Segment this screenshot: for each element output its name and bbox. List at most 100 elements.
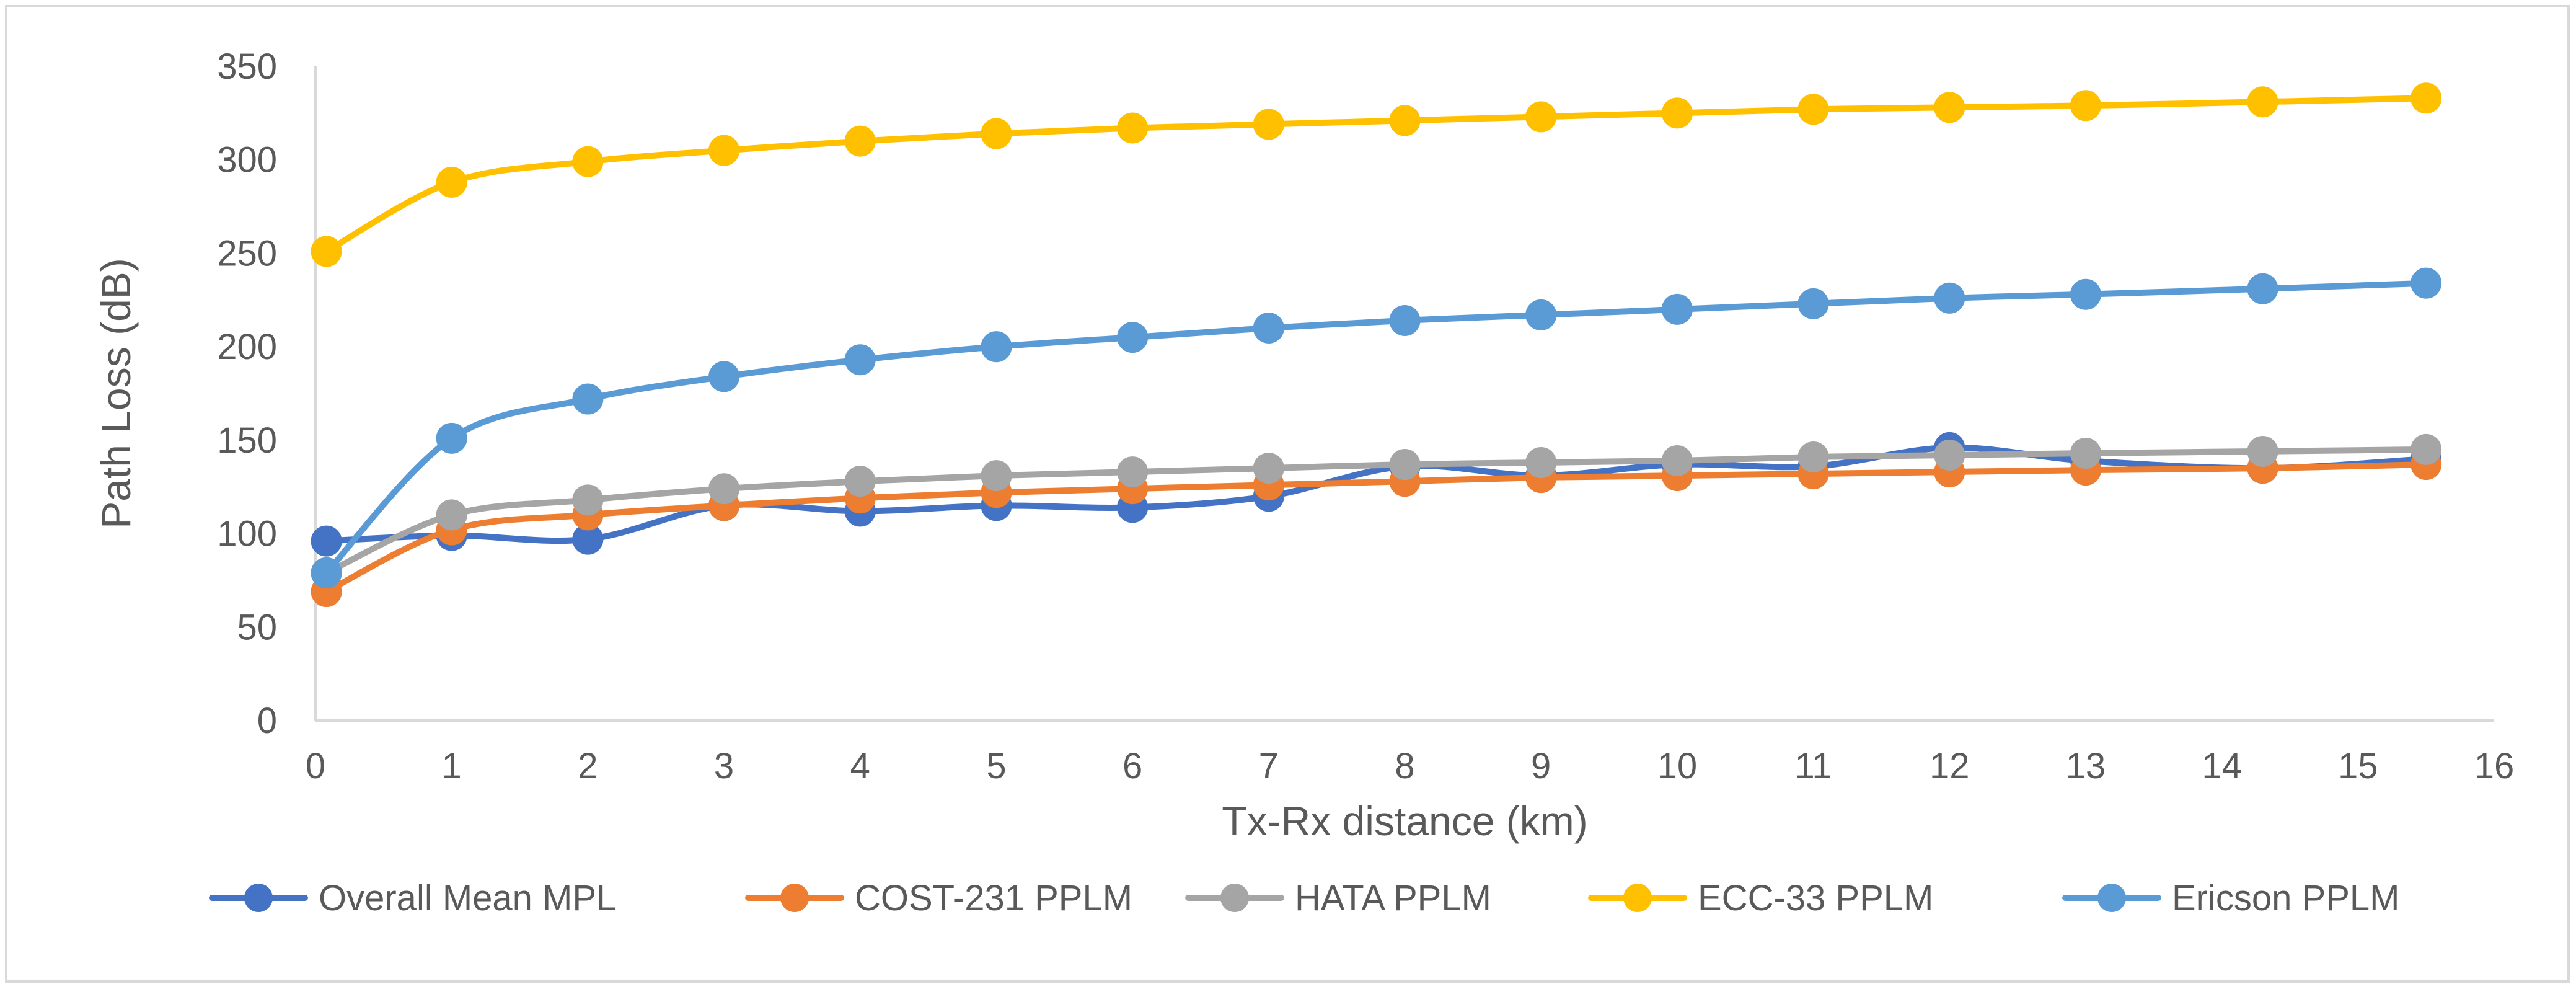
data-point-ericson-pplm — [2070, 278, 2101, 310]
data-point-ecc-33-pplm — [981, 118, 1012, 149]
chart-frame: 0 50 100 150 200 250 300 350 0 1 2 3 4 5 6 7 8 9 10 11 12 13… — [5, 5, 2570, 983]
x-tick-label: 14 — [2202, 746, 2242, 786]
data-point-hata-pplm — [2247, 435, 2278, 467]
data-point-hata-pplm — [436, 499, 467, 531]
x-tick-label: 3 — [714, 746, 734, 786]
x-tick-label: 10 — [1657, 746, 1698, 786]
data-point-ecc-33-pplm — [1934, 92, 1965, 123]
data-point-ericson-pplm — [1389, 304, 1421, 336]
data-point-hata-pplm — [2411, 433, 2442, 465]
data-point-ecc-33-pplm — [1797, 94, 1829, 125]
data-point-ericson-pplm — [572, 383, 604, 415]
legend-label: HATA PPLM — [1295, 878, 1491, 918]
x-tick-label: 12 — [1930, 746, 1970, 786]
legend-marker — [1623, 884, 1652, 912]
series-line-cost-231-pplm — [323, 461, 2430, 595]
data-point-hata-pplm — [2070, 437, 2101, 469]
x-tick-label: 5 — [986, 746, 1006, 786]
data-point-ecc-33-pplm — [2247, 86, 2278, 118]
x-tick-label: 2 — [578, 746, 598, 786]
data-point-ericson-pplm — [1525, 299, 1557, 330]
data-point-hata-pplm — [1934, 439, 1965, 471]
y-tick-labels: 0 50 100 150 200 250 300 350 — [217, 47, 277, 741]
data-point-hata-pplm — [1253, 453, 1284, 484]
y-tick-label: 150 — [217, 420, 277, 461]
series-line-ericson-pplm — [323, 280, 2430, 576]
data-point-ericson-pplm — [708, 361, 740, 392]
y-tick-label: 300 — [217, 140, 277, 180]
series-layer — [311, 82, 2442, 608]
data-point-ericson-pplm — [436, 422, 467, 454]
y-tick-label: 50 — [237, 607, 277, 647]
data-point-ecc-33-pplm — [1661, 97, 1693, 129]
legend-label: Overall Mean MPL — [319, 878, 616, 918]
y-tick-label: 0 — [257, 701, 277, 741]
legend-marker — [780, 884, 809, 912]
series-ecc-33-pplm — [311, 82, 2442, 267]
x-tick-label: 11 — [1794, 746, 1832, 786]
data-point-hata-pplm — [981, 460, 1012, 492]
legend-item-overall-mean-mpl: Overall Mean MPL — [209, 878, 616, 918]
x-tick-labels: 0 1 2 3 4 5 6 7 8 9 10 11 12 13 14 15 16 — [306, 746, 2514, 786]
x-tick-label: 7 — [1259, 746, 1279, 786]
data-point-ecc-33-pplm — [2070, 90, 2101, 122]
x-tick-label: 16 — [2474, 746, 2515, 786]
y-tick-label: 250 — [217, 233, 277, 273]
data-point-ecc-33-pplm — [844, 125, 876, 157]
legend-marker — [1220, 884, 1249, 912]
data-point-ericson-pplm — [1797, 288, 1829, 319]
series-ericson-pplm — [311, 267, 2442, 588]
data-point-hata-pplm — [1117, 456, 1149, 488]
data-point-ericson-pplm — [1253, 313, 1284, 344]
legend-label: ECC-33 PPLM — [1698, 878, 1933, 918]
data-point-ericson-pplm — [311, 557, 342, 588]
data-point-ericson-pplm — [2411, 267, 2442, 299]
data-point-ecc-33-pplm — [1117, 112, 1149, 144]
data-point-hata-pplm — [708, 473, 740, 505]
x-tick-label: 9 — [1531, 746, 1551, 786]
legend-item-cost-231-pplm: COST-231 PPLM — [745, 878, 1132, 918]
data-point-ericson-pplm — [981, 331, 1012, 363]
x-tick-label: 1 — [442, 746, 462, 786]
data-point-ecc-33-pplm — [1389, 105, 1421, 136]
data-point-ecc-33-pplm — [1253, 109, 1284, 140]
data-point-ericson-pplm — [1934, 282, 1965, 314]
data-point-ericson-pplm — [844, 344, 876, 376]
x-tick-label: 15 — [2338, 746, 2378, 786]
series-hata-pplm — [311, 433, 2442, 588]
series-line-hata-pplm — [323, 446, 2430, 576]
data-point-hata-pplm — [1389, 449, 1421, 481]
legend-label: COST-231 PPLM — [855, 878, 1132, 918]
x-tick-label: 13 — [2066, 746, 2106, 786]
data-point-hata-pplm — [1797, 441, 1829, 472]
legend-item-ecc-33-pplm: ECC-33 PPLM — [1588, 878, 1933, 918]
legend-label: Ericson PPLM — [2172, 878, 2399, 918]
x-tick-label: 4 — [850, 746, 870, 786]
data-point-ecc-33-pplm — [572, 146, 604, 177]
y-tick-label: 200 — [217, 327, 277, 367]
legend-item-ericson-pplm: Ericson PPLM — [2062, 878, 2399, 918]
legend-marker — [2097, 884, 2126, 912]
x-tick-label: 6 — [1123, 746, 1142, 786]
data-point-hata-pplm — [1661, 445, 1693, 477]
axes — [314, 66, 2494, 722]
data-point-ecc-33-pplm — [436, 166, 467, 198]
series-line-ecc-33-pplm — [323, 95, 2430, 255]
x-tick-label: 8 — [1395, 746, 1414, 786]
data-point-ericson-pplm — [2247, 273, 2278, 304]
x-axis-title: Tx-Rx distance (km) — [1222, 798, 1587, 844]
legend-item-hata-pplm: HATA PPLM — [1185, 878, 1491, 918]
data-point-ecc-33-pplm — [311, 236, 342, 267]
data-point-ericson-pplm — [1117, 322, 1149, 353]
data-point-overall-mean-mpl — [311, 525, 342, 557]
data-point-ecc-33-pplm — [708, 135, 740, 166]
data-point-ecc-33-pplm — [1525, 101, 1557, 133]
data-point-ecc-33-pplm — [2411, 82, 2442, 114]
data-point-hata-pplm — [1525, 447, 1557, 479]
data-point-ericson-pplm — [1661, 293, 1693, 325]
y-axis-title: Path Loss (dB) — [93, 258, 139, 529]
legend-marker — [244, 884, 273, 912]
y-tick-label: 100 — [217, 514, 277, 554]
x-tick-label: 0 — [306, 746, 325, 786]
